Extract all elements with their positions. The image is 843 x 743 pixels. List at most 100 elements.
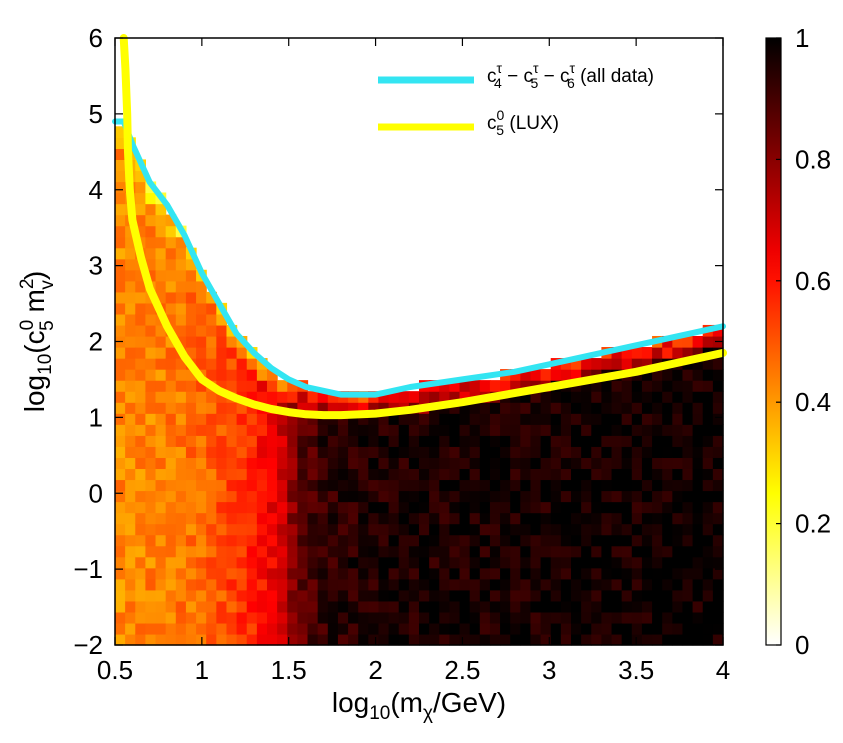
- heatmap-cell: [702, 424, 714, 436]
- heatmap-cell: [662, 589, 673, 602]
- heatmap-cell: [246, 490, 258, 503]
- heatmap-cell: [510, 391, 521, 403]
- heatmap-cell: [540, 567, 552, 580]
- heatmap-cell: [641, 413, 653, 425]
- heatmap-cell: [125, 335, 136, 348]
- heatmap-cell: [175, 335, 187, 348]
- heatmap-cell: [520, 424, 532, 436]
- heatmap-cell: [682, 512, 694, 525]
- heatmap-cell: [337, 556, 349, 569]
- heatmap-cell: [125, 589, 136, 602]
- heatmap-cell: [165, 291, 177, 304]
- heatmap-cell: [317, 611, 329, 624]
- heatmap-cell: [175, 269, 187, 282]
- heatmap-cell: [236, 600, 248, 613]
- heatmap-cell: [378, 402, 390, 414]
- heatmap-cell: [327, 479, 339, 492]
- heatmap-cell: [712, 556, 724, 569]
- heatmap-cell: [550, 523, 562, 536]
- heatmap-cell: [277, 501, 288, 514]
- heatmap-cell: [621, 534, 633, 547]
- heatmap-cell: [256, 622, 268, 635]
- heatmap-cell: [378, 633, 390, 646]
- heatmap-cell: [337, 567, 349, 580]
- heatmap-cell: [135, 369, 146, 381]
- heatmap-cell: [692, 435, 704, 447]
- heatmap-cell: [348, 490, 359, 503]
- heatmap-cell: [611, 600, 623, 613]
- heatmap-cell: [449, 633, 461, 646]
- heatmap-cell: [185, 468, 197, 481]
- heatmap-cell: [702, 600, 714, 613]
- heatmap-cell: [702, 633, 714, 646]
- heatmap-cell: [358, 512, 369, 525]
- heatmap-cell: [317, 512, 329, 525]
- heatmap-cell: [175, 313, 187, 326]
- heatmap-cell: [601, 512, 613, 525]
- heatmap-cell: [196, 380, 207, 392]
- heatmap-cell: [327, 490, 339, 503]
- heatmap-cell: [135, 192, 146, 205]
- heatmap-cell: [500, 413, 511, 425]
- heatmap-cell: [165, 258, 177, 271]
- heatmap-cell: [206, 291, 217, 304]
- heatmap-cell: [510, 468, 521, 481]
- heatmap-cell: [500, 446, 511, 458]
- heatmap-cell: [662, 424, 673, 436]
- heatmap-cell: [256, 534, 268, 547]
- heatmap-cell: [287, 424, 298, 436]
- heatmap-cell: [591, 545, 602, 558]
- heatmap-cell: [226, 457, 238, 470]
- heatmap-cell: [125, 600, 136, 613]
- heatmap-cell: [540, 457, 552, 470]
- heatmap-cell: [419, 490, 430, 503]
- heatmap-cell: [206, 424, 217, 436]
- heatmap-cell: [692, 534, 704, 547]
- heatmap-cell: [530, 622, 542, 635]
- heatmap-cell: [469, 523, 481, 536]
- heatmap-cell: [115, 247, 126, 260]
- heatmap-cell: [571, 358, 582, 370]
- heatmap-cell: [439, 479, 450, 492]
- heatmap-cell: [388, 622, 400, 635]
- heatmap-cell: [550, 556, 562, 569]
- heatmap-cell: [479, 578, 491, 591]
- heatmap-cell: [348, 633, 359, 646]
- heatmap-cell: [550, 611, 562, 624]
- heatmap-cell: [155, 258, 167, 271]
- heatmap-cell: [267, 435, 278, 447]
- heatmap-cell: [672, 468, 684, 481]
- heatmap-cell: [702, 369, 714, 381]
- heatmap-cell: [449, 479, 461, 492]
- heatmap-cell: [652, 380, 663, 392]
- heatmap-cell: [439, 424, 450, 436]
- heatmap-cell: [378, 600, 390, 613]
- heatmap-cell: [712, 402, 724, 414]
- heatmap-cell: [712, 435, 724, 447]
- heatmap-cell: [398, 490, 410, 503]
- heatmap-cell: [449, 611, 461, 624]
- heatmap-cell: [267, 479, 278, 492]
- heatmap-cell: [662, 335, 673, 348]
- heatmap-cell: [631, 435, 643, 447]
- heatmap-cell: [196, 358, 207, 370]
- heatmap-cell: [277, 380, 288, 392]
- heatmap-cell: [206, 534, 217, 547]
- heatmap-cell: [327, 534, 339, 547]
- heatmap-cell: [155, 236, 167, 249]
- heatmap-cell: [479, 523, 491, 536]
- heatmap-cell: [520, 578, 532, 591]
- heatmap-cell: [246, 479, 258, 492]
- heatmap-cell: [196, 424, 207, 436]
- heatmap-cell: [560, 611, 572, 624]
- heatmap-cell: [115, 324, 126, 337]
- heatmap-cell: [388, 578, 400, 591]
- heatmap-cell: [317, 567, 329, 580]
- heatmap-cell: [165, 545, 177, 558]
- heatmap-cell: [267, 567, 278, 580]
- heatmap-cell: [216, 324, 228, 337]
- heatmap-cell: [550, 490, 562, 503]
- heatmap-cell: [175, 324, 187, 337]
- heatmap-cell: [631, 402, 643, 414]
- heatmap-cell: [601, 468, 613, 481]
